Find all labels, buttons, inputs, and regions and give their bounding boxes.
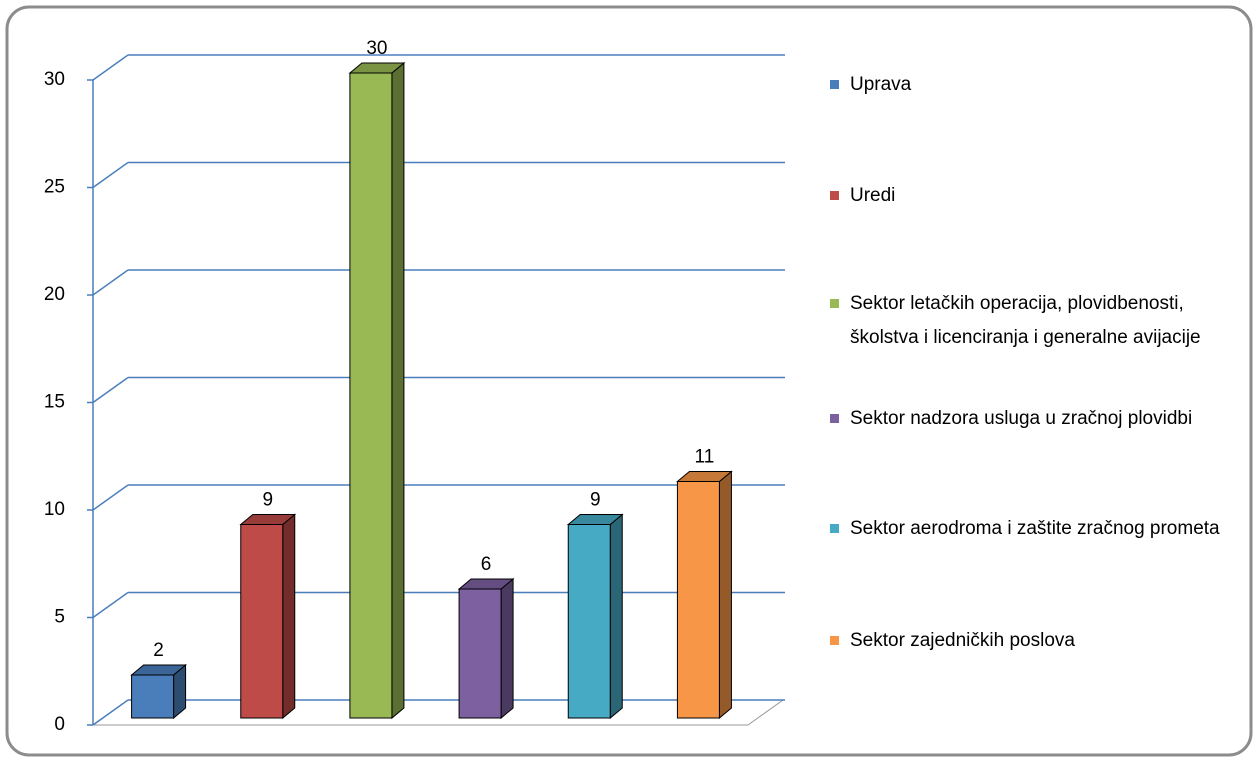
bar <box>240 524 284 719</box>
grid-line-side <box>92 376 129 404</box>
legend-item: Sektor letačkih operacija, plovidbenosti… <box>830 287 1240 355</box>
bar <box>349 72 393 719</box>
grid-line-side <box>92 699 129 726</box>
legend-swatch <box>830 80 839 89</box>
data-label: 30 <box>366 38 387 59</box>
y-tick-label: 10 <box>44 499 65 520</box>
bar <box>676 481 720 719</box>
legend-label: Sektor zajedničkih poslova <box>850 630 1075 651</box>
bar-side <box>391 61 405 720</box>
grid-line-side <box>92 54 129 81</box>
legend-label: Sektor nadzora usluga u zračnoj plovidbi <box>850 408 1193 429</box>
data-label: 6 <box>481 554 492 575</box>
y-tick-label: 20 <box>44 284 65 305</box>
y-tick-label: 0 <box>54 714 65 735</box>
legend-label: Uredi <box>850 185 896 206</box>
legend-swatch <box>830 191 839 200</box>
bar <box>458 588 502 719</box>
bar <box>131 674 175 719</box>
legend-item: Sektor aerodroma i zaštite zračnog prome… <box>830 512 1240 546</box>
y-tick-label: 5 <box>54 607 65 628</box>
data-label: 2 <box>153 640 164 661</box>
legend-swatch <box>830 524 839 533</box>
legend-item: Uredi <box>830 179 1240 213</box>
chart-border <box>5 5 1253 757</box>
legend-label: Sektor letačkih operacija, plovidbenosti… <box>850 293 1201 348</box>
legend-item: Uprava <box>830 68 1240 102</box>
legend-swatch <box>830 636 839 645</box>
data-label: 9 <box>262 490 273 511</box>
legend-swatch <box>830 299 839 308</box>
bar-side <box>282 513 296 720</box>
y-tick-label: 15 <box>44 392 65 413</box>
data-label: 9 <box>590 490 601 511</box>
bar-side <box>609 513 623 720</box>
grid-line-side <box>92 484 129 511</box>
legend-item: Sektor zajedničkih poslova <box>830 624 1240 658</box>
bar <box>567 524 611 719</box>
legend-label: Sektor aerodroma i zaštite zračnog prome… <box>850 518 1220 539</box>
legend-label: Uprava <box>850 74 912 95</box>
y-tick-label: 30 <box>44 69 65 90</box>
y-tick-label: 25 <box>44 177 65 198</box>
bar-side <box>718 470 732 720</box>
grid-line-side <box>92 269 129 296</box>
grid-line-side <box>92 591 129 619</box>
data-label: 11 <box>695 447 715 468</box>
legend-item: Sektor nadzora usluga u zračnoj plovidbi <box>830 402 1240 436</box>
grid-line-side <box>92 161 129 189</box>
legend-swatch <box>830 414 839 423</box>
bar-side <box>500 577 514 720</box>
